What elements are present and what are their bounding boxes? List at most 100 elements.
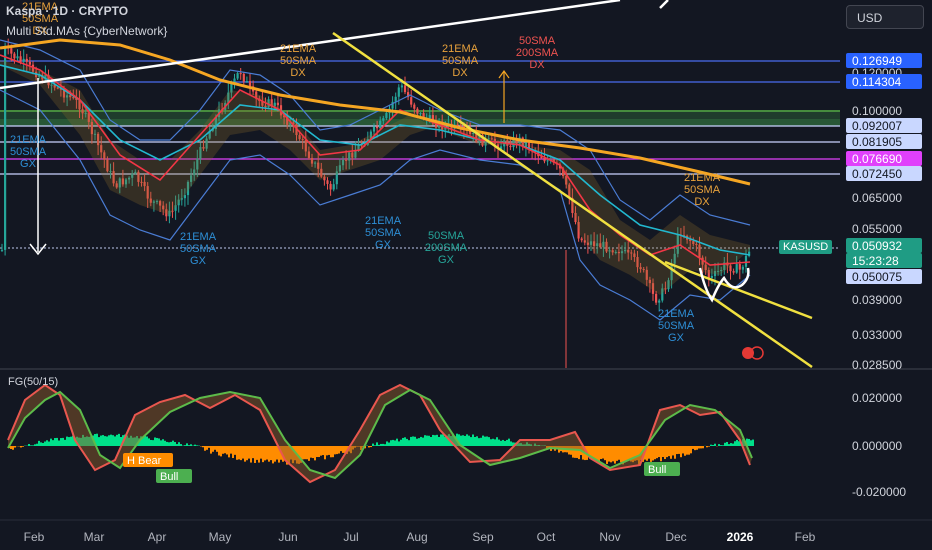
candle-body [149,198,152,203]
price-label: 0.076690 [852,152,902,166]
candle-body [90,121,93,135]
fg-histogram-bar [116,434,118,446]
candle-body [16,56,19,59]
fg-histogram-bar [426,435,428,446]
fg-histogram-bar [108,435,110,446]
candle-body [38,74,41,78]
fg-histogram-bar [732,443,734,446]
candle-body [345,159,348,161]
candle-body [639,267,642,270]
fg-histogram-bar [588,446,590,458]
candle-body [382,118,385,121]
crossover-label: GX [20,158,37,170]
candle-body [744,255,748,267]
price-label: 0.092007 [852,119,902,133]
fg-histogram-bar [112,435,114,446]
candle-body [673,253,676,264]
fg-histogram-bar [696,446,698,450]
fg-histogram-bar [242,446,244,459]
price-label: 0.050932 [852,239,902,253]
fg-histogram-bar [508,438,510,446]
candle-body [593,241,596,247]
fg-histogram-bar [460,435,462,446]
fg-histogram-bar [148,438,150,446]
time-label: Dec [665,530,686,544]
candle-body [360,144,363,146]
candle-body [577,222,580,239]
fg-histogram-bar [734,441,736,446]
fg-histogram-bar [256,446,258,460]
candle-body [214,117,217,129]
candle-body [245,81,248,83]
fg-histogram-bar [394,440,396,446]
fg-histogram-bar [398,441,400,446]
crossover-label: DX [32,25,48,37]
candle-body [273,102,276,107]
candle-body [534,151,537,153]
fg-histogram-bar [692,446,694,449]
candle-body [56,87,59,89]
candle-body [50,84,53,86]
candle-body [230,83,233,93]
candle-body [472,132,475,135]
fg-histogram-bar [438,436,440,446]
candle-body [264,105,267,108]
fg-histogram-bar [614,446,616,464]
fg-histogram-bar [304,446,306,460]
fg-histogram-bar [184,445,186,446]
fg-histogram-bar [52,440,54,446]
candle-body [633,253,636,257]
fg-histogram-bar [56,437,58,446]
candle-body [227,92,230,103]
fg-histogram-bar [146,436,148,446]
fg-histogram-bar [58,440,60,446]
candle-body [233,78,236,84]
fg-histogram-bar [160,440,162,446]
candle-body [642,269,645,271]
fg-histogram-bar [628,446,630,460]
candle-body [723,262,726,271]
candle-body [69,95,72,98]
fg-histogram-bar [246,446,248,461]
time-axis[interactable]: Feb Mar Apr May Jun Jul Aug Sep Oct Nov Dec 2026 Feb [0,519,932,544]
crossover-label: DX [452,67,468,79]
fg-histogram-bar [494,439,496,446]
candle-body [509,145,512,148]
band-upper [0,39,751,226]
candle-body [146,186,149,199]
fg-histogram-bar [308,446,310,461]
candle-body [128,177,131,180]
price-axis[interactable]: 0.1269490.1200000.1143040.1000000.092007… [846,53,922,499]
fg-histogram-bar [144,435,146,446]
candle-body [118,178,121,188]
candle-body [283,115,286,118]
candle-body [524,142,527,147]
fg-histogram-bar [278,446,280,463]
fg-histogram-bar [28,444,30,446]
fg-histogram-bar [670,446,672,459]
fg-histogram-bar [656,446,658,459]
fg-histogram-bar [634,446,636,461]
candle-body [53,84,56,88]
candle-body [648,279,651,284]
time-label: Sep [472,530,494,544]
candle-body [239,73,242,75]
fg-histogram-bar [410,436,412,446]
time-label: Feb [795,530,816,544]
currency-selector[interactable]: USD [846,5,924,29]
candle-body [267,99,270,108]
price-label-bg [846,238,922,253]
candle-body [180,198,183,200]
flag-icon-ring [750,346,764,360]
fg-histogram-bar [396,438,398,446]
fg-histogram-bar [98,437,100,446]
fg-histogram-bar [30,445,32,446]
fg-histogram-bar [620,446,622,463]
candle-body [651,283,655,294]
candle-body [670,263,673,281]
price-label: 0.039000 [852,293,902,307]
fg-histogram-bar [484,436,486,446]
candle-body [298,135,301,140]
candle-body [0,249,4,251]
